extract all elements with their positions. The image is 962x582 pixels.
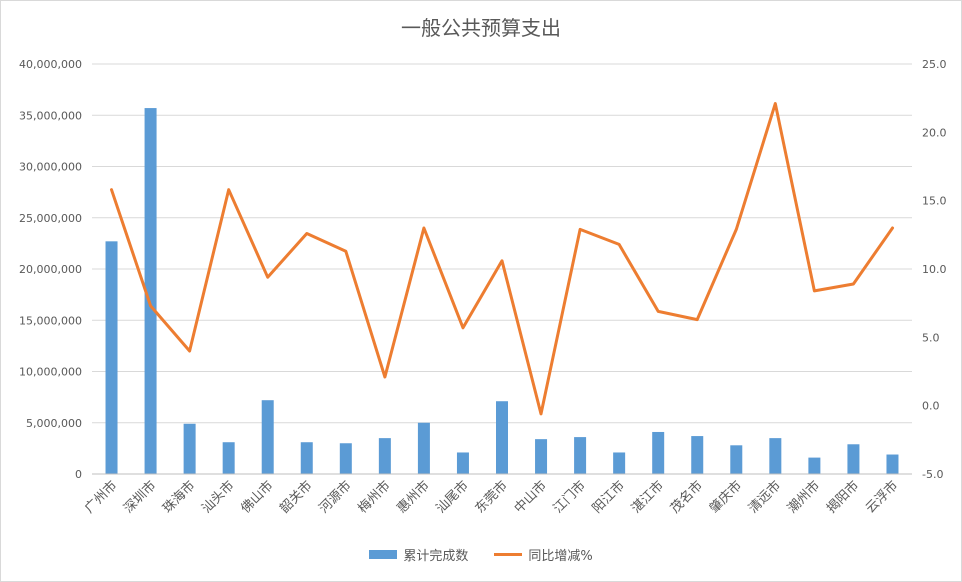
bar-series: [105, 108, 899, 474]
y-right-tick-label: 0.0: [922, 400, 940, 413]
y-left-tick-label: 35,000,000: [19, 109, 82, 122]
bar: [691, 436, 704, 474]
grid-lines: [92, 63, 912, 475]
bar: [730, 445, 743, 474]
x-tick-label: 韶关市: [277, 478, 316, 517]
x-tick-label: 深圳市: [120, 478, 159, 517]
y-right-tick-label: -5.0: [922, 468, 943, 481]
x-tick-label: 茂名市: [667, 478, 706, 517]
bar: [574, 437, 587, 474]
left-axis: 0 5,000,000 10,000,000 15,000,000 20,000,000…: [19, 58, 82, 481]
bar: [456, 452, 469, 474]
bar: [613, 452, 626, 474]
y-left-tick-label: 40,000,000: [19, 58, 82, 71]
x-tick-label: 东莞市: [472, 478, 511, 517]
x-tick-label: 河源市: [316, 478, 355, 517]
bar: [535, 439, 548, 474]
x-tick-label: 云浮市: [862, 478, 901, 517]
x-tick-label: 揭阳市: [823, 478, 862, 517]
x-tick-label: 广州市: [81, 478, 120, 517]
y-left-tick-label: 10,000,000: [19, 366, 82, 379]
x-axis: 广州市 深圳市 珠海市 汕头市 佛山市 韶关市 河源市 梅州市 惠州市 汕尾市 东莞市 中山市 江门市阳…: [81, 473, 912, 517]
chart-title: 一般公共预算支出: [401, 16, 561, 40]
x-tick-label: 中山市: [511, 478, 550, 517]
y-right-tick-label: 5.0: [922, 331, 940, 344]
legend-item-bar: 累计完成数: [369, 545, 468, 564]
x-tick-label: 阳江市: [589, 478, 628, 517]
x-tick-label: 肇庆市: [706, 478, 745, 517]
line-series: [110, 102, 894, 416]
legend-item-line: 同比增减%: [494, 545, 593, 564]
bar: [886, 454, 899, 474]
y-left-tick-label: 30,000,000: [19, 161, 82, 174]
legend-swatch-line: [494, 553, 523, 556]
y-left-tick-label: 20,000,000: [19, 263, 82, 276]
bar: [652, 431, 665, 474]
bar: [222, 442, 235, 474]
y-right-tick-label: 20.0: [922, 126, 947, 139]
y-right-tick-label: 10.0: [922, 263, 947, 276]
bar: [105, 241, 118, 474]
bar: [378, 438, 391, 474]
right-axis: -5.0 0.0 5.0 10.0 15.0 20.0 25.0: [922, 58, 947, 481]
x-tick-label: 江门市: [550, 478, 589, 517]
bar: [339, 443, 352, 474]
x-tick-label: 惠州市: [394, 478, 433, 517]
bar: [261, 400, 274, 474]
x-tick-label: 汕尾市: [433, 478, 472, 517]
y-right-tick-label: 15.0: [922, 195, 947, 208]
y-left-tick-label: 25,000,000: [19, 212, 82, 225]
bar: [183, 423, 196, 474]
bar: [144, 108, 157, 474]
x-tick-label: 汕头市: [199, 478, 238, 517]
bar: [496, 401, 508, 474]
bar: [300, 442, 313, 474]
bar: [847, 444, 860, 474]
x-tick-label: 清远市: [745, 478, 784, 517]
x-tick-label: 潮州市: [784, 478, 823, 517]
bar: [808, 457, 821, 474]
legend-label-bar: 累计完成数: [403, 549, 469, 564]
x-tick-label: 湛江市: [628, 478, 667, 517]
legend-label-line: 同比增减%: [528, 549, 593, 564]
bar: [417, 422, 430, 474]
y-right-tick-label: 25.0: [922, 58, 947, 71]
x-tick-label: 佛山市: [238, 478, 277, 517]
legend-swatch-bar: [369, 550, 398, 559]
bar: [769, 438, 782, 474]
x-tick-label: 珠海市: [160, 478, 199, 517]
y-left-tick-label: 5,000,000: [26, 417, 82, 430]
y-left-tick-label: 15,000,000: [19, 314, 82, 327]
legend: 累计完成数 同比增减%: [0, 545, 962, 564]
y-left-tick-label: 0: [75, 468, 82, 481]
x-tick-label: 梅州市: [355, 478, 394, 517]
series-line: [110, 102, 894, 416]
